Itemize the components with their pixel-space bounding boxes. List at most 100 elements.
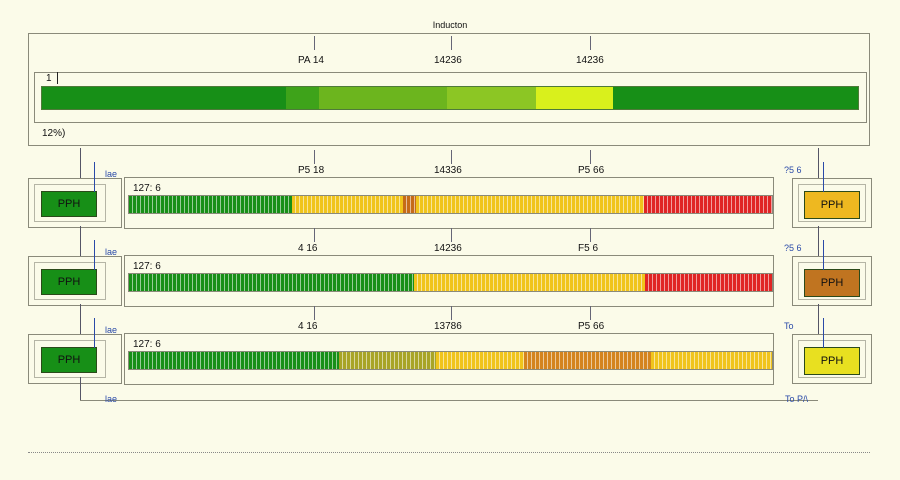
row-value: 127: 6 [133,339,161,350]
overview-marker-2: 14236 [434,55,462,66]
row-frame [124,333,774,385]
left-pph-label: PPH [57,198,81,210]
overview-segment [447,87,536,109]
row-marker-2: 14236 [434,243,462,254]
marker-tick [590,228,591,242]
right-small-label: ?5 6 [784,243,802,253]
row-value: 127: 6 [133,261,161,272]
connector-line [818,226,819,256]
row-marker-1: 4 16 [298,243,318,254]
row-value: 127: 6 [133,183,161,194]
baseline-connector [80,400,818,401]
left-pph-label: PPH [57,354,81,366]
right-pph-label: PPH [820,199,844,211]
row-frame [124,255,774,307]
left-small-label: lae [105,247,118,257]
left-pph-label: PPH [57,276,81,288]
connector-line [823,318,824,348]
connector-line [80,304,81,334]
row-segment [415,196,645,213]
right-pph-button[interactable]: PPH [804,191,860,219]
right-pph-button[interactable]: PPH [804,347,860,375]
row-frame [124,177,774,229]
row-marker-2: 13786 [434,321,462,332]
marker-tick [590,150,591,164]
marker-tick [590,36,591,50]
row-segment [651,352,772,369]
left-small-label: lae [105,325,118,335]
overview-panel [28,33,870,146]
row-segment [291,196,403,213]
row-segment [129,196,292,213]
row-marker-2: 14336 [434,165,462,176]
right-pph-label: PPH [820,355,844,367]
row-segment [645,274,772,291]
left-pph-button[interactable]: PPH [41,191,97,217]
connector-line [94,162,95,192]
text-cursor [57,72,58,84]
row-marker-3: P5 66 [578,321,605,332]
right-small-label: To [784,321,794,331]
right-device-inner [798,340,866,378]
marker-tick [451,306,452,320]
row-segment [644,196,772,213]
marker-tick [590,306,591,320]
row-marker-3: F5 6 [578,243,599,254]
connector-line [94,318,95,348]
marker-tick [314,306,315,320]
connector-line [94,240,95,270]
row-segment [402,196,416,213]
page-title: Inducton [432,20,468,30]
marker-tick [314,150,315,164]
row-marker-1: 4 16 [298,321,318,332]
row-progress-track[interactable] [128,195,773,214]
overview-segment [535,87,613,109]
connector-line [818,304,819,334]
left-pph-button[interactable]: PPH [41,269,97,295]
overview-percent: 12%) [42,128,66,139]
connector-line [80,226,81,256]
overview-marker-1: PA 14 [298,55,324,66]
overview-track-frame [34,72,867,123]
marker-tick [451,36,452,50]
left-device-inner [34,262,106,300]
connector-line [823,162,824,192]
overview-segment [612,87,859,109]
row-segment [435,352,525,369]
right-pph-button[interactable]: PPH [804,269,860,297]
left-device-inner [34,340,106,378]
right-pph-label: PPH [820,277,844,289]
marker-tick [451,150,452,164]
left-small-label: lae [105,169,118,179]
row-segment [129,274,414,291]
marker-tick [451,228,452,242]
left-pph-button[interactable]: PPH [41,347,97,373]
overview-segment [286,87,320,109]
row-segment [524,352,652,369]
row-marker-3: P5 66 [578,165,605,176]
row-marker-1: P5 18 [298,165,325,176]
right-device-inner [798,184,866,222]
connector-line [823,240,824,270]
overview-segment [42,87,287,109]
row-segment [338,352,436,369]
right-device-inner [798,262,866,300]
marker-tick [314,36,315,50]
row-progress-track[interactable] [128,351,773,370]
row-segment [413,274,646,291]
footer-divider [28,452,870,453]
overview-segment [319,87,448,109]
connector-line [818,148,819,178]
overview-marker-3: 14236 [576,55,604,66]
row-progress-track[interactable] [128,273,773,292]
bottom-left-label: lae [105,394,118,404]
overview-index: 1 [46,73,52,84]
right-small-label: ?5 6 [784,165,802,175]
row-segment [129,352,339,369]
left-device-inner [34,184,106,222]
connector-line [80,148,81,178]
bottom-right-label: To P/\ [785,394,809,404]
marker-tick [314,228,315,242]
connector-line [80,377,81,401]
overview-progress-bar[interactable] [41,86,859,110]
